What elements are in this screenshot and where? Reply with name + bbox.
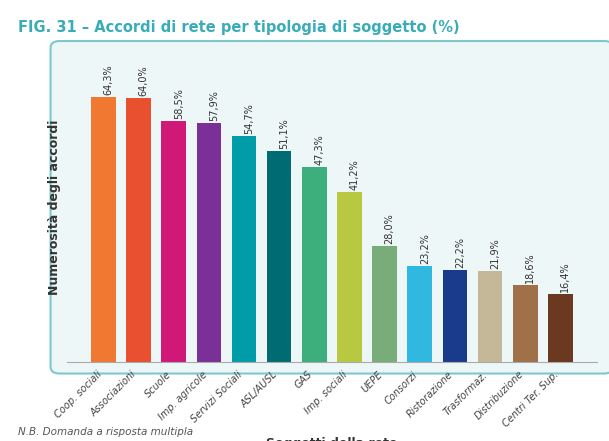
Text: 23,2%: 23,2% xyxy=(420,233,430,264)
Text: 64,0%: 64,0% xyxy=(138,66,149,96)
Text: 41,2%: 41,2% xyxy=(350,159,359,190)
Text: 16,4%: 16,4% xyxy=(560,262,571,292)
Bar xyxy=(443,270,467,362)
Text: 58,5%: 58,5% xyxy=(174,88,184,119)
Text: 57,9%: 57,9% xyxy=(209,90,219,121)
Bar xyxy=(231,136,256,362)
Bar xyxy=(302,167,326,362)
Text: 64,3%: 64,3% xyxy=(104,64,113,95)
Bar xyxy=(372,247,397,362)
Text: 21,9%: 21,9% xyxy=(490,239,500,269)
Text: 47,3%: 47,3% xyxy=(314,134,325,165)
Text: 28,0%: 28,0% xyxy=(385,213,395,244)
Text: 22,2%: 22,2% xyxy=(455,237,465,268)
Bar xyxy=(478,272,502,362)
Bar xyxy=(126,98,151,362)
Bar xyxy=(337,192,362,362)
Bar xyxy=(161,121,186,362)
Bar xyxy=(91,97,116,362)
Text: 51,1%: 51,1% xyxy=(279,119,289,149)
Text: 54,7%: 54,7% xyxy=(244,104,254,135)
Text: FIG. 31 – Accordi di rete per tipologia di soggetto (%): FIG. 31 – Accordi di rete per tipologia … xyxy=(18,20,460,35)
Y-axis label: Numerosità degli accordi: Numerosità degli accordi xyxy=(49,120,62,295)
X-axis label: Soggetti della rete: Soggetti della rete xyxy=(266,437,398,441)
Bar xyxy=(197,123,221,362)
Bar xyxy=(407,266,432,362)
Text: 18,6%: 18,6% xyxy=(526,252,535,283)
Bar xyxy=(513,285,538,362)
Bar xyxy=(267,151,292,362)
Text: N.B. Domanda a risposta multipla: N.B. Domanda a risposta multipla xyxy=(18,426,194,437)
Bar xyxy=(548,294,572,362)
